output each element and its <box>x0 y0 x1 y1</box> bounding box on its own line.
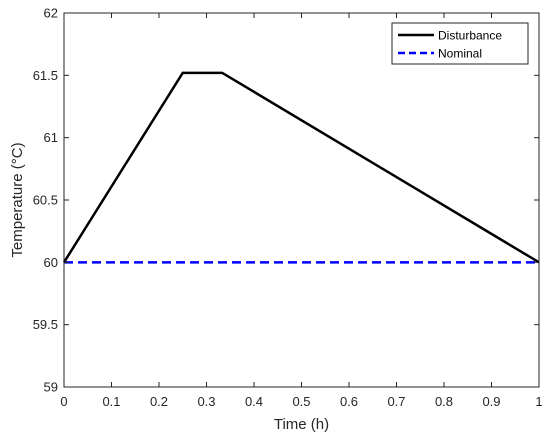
y-axis-label: Temperature (°C) <box>9 142 26 257</box>
x-tick-label: 0 <box>60 394 67 409</box>
series-line-disturbance <box>62 71 540 264</box>
x-tick-label: 0.3 <box>197 394 215 409</box>
x-axis-label: Time (h) <box>274 416 329 433</box>
plot-area <box>64 13 539 387</box>
x-axis-ticks: 0 0.1 0.2 0.3 0.4 0.5 0.6 0.7 0.8 0.9 1 <box>60 13 543 409</box>
series-layer <box>62 71 540 264</box>
x-tick-label: 0.2 <box>150 394 168 409</box>
y-tick-label: 59 <box>44 380 58 395</box>
y-tick-label: 62 <box>44 6 58 21</box>
x-tick-label: 0.6 <box>340 394 358 409</box>
x-tick-label: 1 <box>535 394 542 409</box>
legend-box <box>391 22 529 65</box>
x-tick-label: 0.5 <box>292 394 310 409</box>
y-tick-label: 61.5 <box>33 68 58 83</box>
y-tick-label: 61 <box>44 130 58 145</box>
x-tick-label: 0.7 <box>387 394 405 409</box>
x-tick-label: 0.8 <box>435 394 453 409</box>
legend: Disturbance Nominal <box>391 22 529 65</box>
x-tick-label: 0.1 <box>102 394 120 409</box>
x-tick-label: 0.4 <box>245 394 263 409</box>
legend-label-disturbance: Disturbance <box>438 29 502 43</box>
y-tick-label: 59.5 <box>33 317 58 332</box>
y-tick-label: 60.5 <box>33 193 58 208</box>
x-tick-label: 0.9 <box>482 394 500 409</box>
legend-label-nominal: Nominal <box>438 47 482 61</box>
y-axis-ticks: 59 59.5 60 60.5 61 61.5 62 <box>33 6 539 395</box>
y-tick-label: 60 <box>44 255 58 270</box>
